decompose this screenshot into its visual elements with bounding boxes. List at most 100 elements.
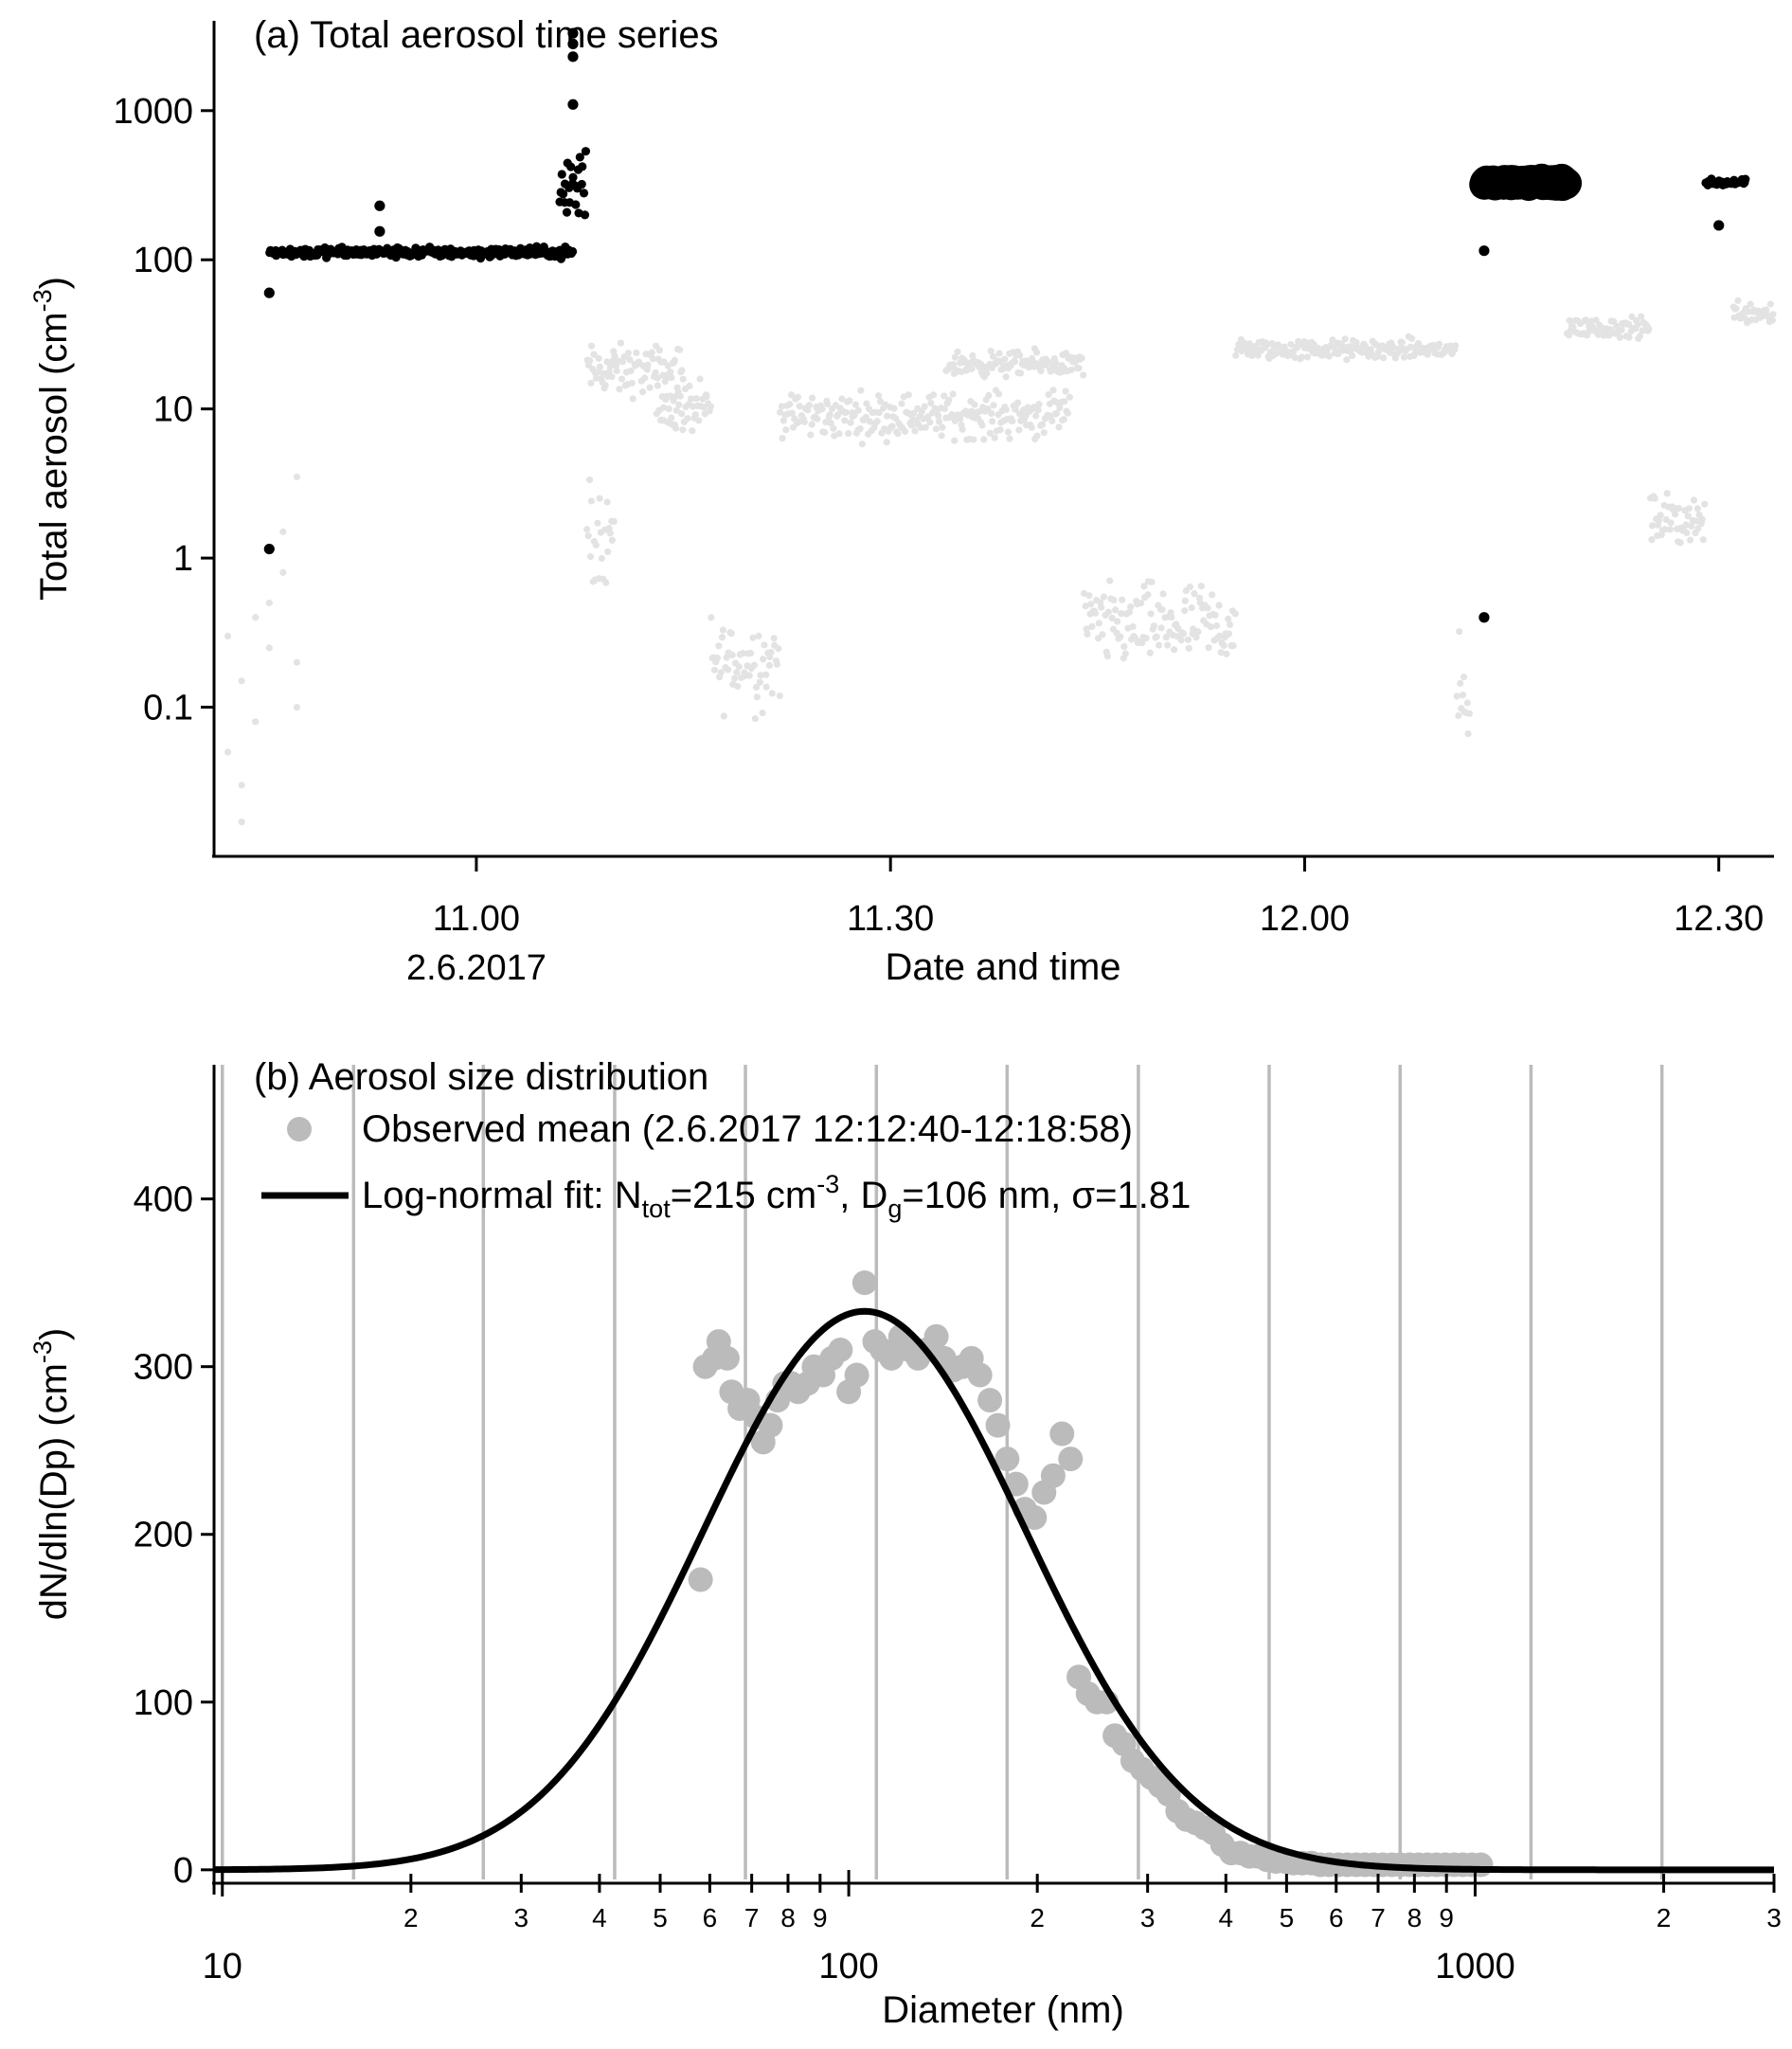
gray-data-point [755, 632, 762, 640]
gray-data-point [995, 350, 1003, 357]
gray-data-point [733, 669, 741, 676]
gray-data-point [874, 392, 883, 400]
gray-data-point [627, 367, 635, 375]
gray-data-point [780, 417, 787, 424]
gray-data-point [1037, 368, 1045, 375]
gray-data-point [842, 408, 850, 416]
gray-data-point [986, 429, 994, 437]
gray-data-point [1118, 610, 1125, 618]
gray-data-point [1104, 608, 1112, 616]
black-data-point [557, 170, 566, 179]
gray-data-point [592, 541, 600, 549]
gray-data-point [926, 419, 934, 426]
gray-data-point [1763, 306, 1770, 314]
black-data-point [1551, 168, 1583, 199]
gray-data-point [1667, 519, 1675, 527]
gray-data-point [1459, 692, 1467, 699]
gray-data-point [756, 678, 763, 686]
observed-data-point [1058, 1447, 1084, 1472]
y-tick-label: 0 [173, 1851, 193, 1891]
gray-data-point [969, 351, 977, 360]
observed-data-point [995, 1447, 1020, 1472]
gray-data-point [1254, 351, 1262, 359]
gray-data-point [1684, 512, 1692, 520]
legend-label-observed: Observed mean (2.6.2017 12:12:40-12:18:5… [362, 1108, 1133, 1150]
black-data-point [1713, 220, 1725, 231]
gray-data-point [715, 642, 723, 650]
gray-data-point [989, 418, 996, 425]
gray-data-point [762, 671, 770, 678]
gray-data-point [1229, 641, 1237, 650]
gray-data-point [238, 818, 245, 826]
x-tick-label: 11.00 [433, 899, 520, 939]
black-data-point [1478, 612, 1490, 623]
black-data-point [581, 147, 591, 156]
gray-data-point [1657, 512, 1664, 519]
gray-data-point [1052, 359, 1060, 367]
gray-data-point [1052, 409, 1061, 417]
black-data-point [374, 200, 385, 211]
gray-data-point [293, 658, 301, 666]
gray-data-point [1098, 603, 1105, 611]
observed-data-point [828, 1337, 853, 1362]
gray-data-point [1463, 699, 1472, 707]
gray-data-point [252, 614, 260, 621]
gray-data-point [765, 661, 773, 670]
gray-data-point [1127, 602, 1135, 611]
gray-data-point [818, 405, 826, 413]
gray-data-point [777, 408, 784, 416]
gray-data-point [587, 497, 596, 505]
x-minor-tick-label: 6 [703, 1903, 718, 1932]
gray-data-point [935, 418, 943, 425]
observed-data-point [1040, 1463, 1066, 1488]
gray-data-point [596, 494, 603, 502]
gray-data-point [646, 384, 654, 391]
gray-data-point [1062, 387, 1069, 395]
gray-data-point [1158, 606, 1166, 614]
gray-data-point [1414, 339, 1423, 348]
gray-data-point [1636, 333, 1644, 340]
gray-data-point [1594, 331, 1602, 338]
gray-data-point [1060, 416, 1067, 423]
gray-data-point [951, 437, 959, 444]
gray-data-point [826, 411, 833, 419]
gray-data-point [671, 356, 678, 364]
x-axis-title: Date and time [885, 946, 1120, 988]
gray-data-point [845, 429, 852, 438]
gray-data-point [1194, 628, 1202, 636]
gray-data-point [1006, 435, 1013, 442]
y-tick-label: 400 [134, 1180, 193, 1220]
gray-data-point [875, 409, 883, 417]
gray-data-point [1170, 646, 1178, 654]
black-data-point [580, 210, 590, 220]
gray-data-point [945, 396, 953, 404]
gray-data-point [959, 425, 966, 433]
x-minor-tick-label: 4 [592, 1903, 607, 1932]
gray-data-point [1185, 644, 1192, 652]
gray-data-point [1592, 316, 1600, 324]
gray-data-point [1004, 428, 1012, 436]
gray-data-point [695, 417, 703, 424]
gray-data-point [1016, 351, 1024, 359]
gray-data-point [1159, 590, 1167, 598]
gray-data-point [1600, 332, 1607, 339]
y-axis-title: Total aerosol (cm-3) [28, 277, 75, 601]
observed-data-point [977, 1388, 1003, 1413]
gray-data-point [929, 391, 938, 399]
gray-data-point [814, 415, 821, 422]
gray-data-point [613, 367, 620, 375]
gray-data-point [760, 656, 767, 663]
gray-data-point [586, 357, 594, 365]
gray-data-point [753, 693, 761, 701]
panel-b-title: (b) Aerosol size distribution [254, 1056, 708, 1098]
gray-data-point [1204, 604, 1211, 612]
black-data-point [567, 51, 579, 63]
gray-data-point [1625, 333, 1633, 341]
gray-data-point [873, 418, 881, 425]
gray-data-point [1103, 653, 1111, 660]
gray-data-point [1029, 354, 1036, 363]
x-minor-tick-label: 2 [1657, 1903, 1672, 1932]
x-minor-tick-label: 9 [1439, 1903, 1454, 1932]
gray-data-point [1150, 622, 1158, 630]
